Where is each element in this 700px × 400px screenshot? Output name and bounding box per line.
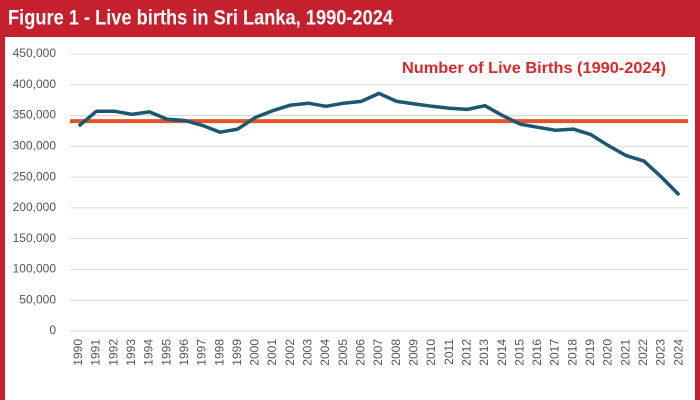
x-tick-label: 1995 bbox=[159, 339, 173, 366]
y-tick-label: 100,000 bbox=[13, 262, 57, 276]
x-tick-label: 2014 bbox=[495, 339, 509, 366]
x-tick-label: 2018 bbox=[565, 339, 579, 366]
x-tick-label: 2010 bbox=[424, 339, 438, 366]
x-tick-label: 2004 bbox=[318, 339, 332, 366]
annotation: Number of Live Births (1990-2024) bbox=[402, 60, 666, 77]
x-tick-label: 2024 bbox=[671, 339, 685, 366]
x-tick-label: 2001 bbox=[265, 339, 279, 366]
y-tick-label: 0 bbox=[49, 323, 56, 337]
x-tick-label: 2009 bbox=[406, 339, 420, 366]
x-tick-label: 2016 bbox=[530, 339, 544, 366]
y-tick-label: 350,000 bbox=[13, 108, 57, 122]
x-tick-label: 1990 bbox=[71, 339, 85, 366]
x-tick-label: 2015 bbox=[512, 339, 526, 366]
x-tick-label: 2023 bbox=[654, 339, 668, 366]
x-tick-label: 2005 bbox=[336, 339, 350, 366]
x-tick-label: 2020 bbox=[601, 339, 615, 366]
x-tick-label: 1991 bbox=[89, 339, 103, 366]
x-tick-label: 2002 bbox=[283, 339, 297, 366]
x-tick-label: 1994 bbox=[142, 339, 156, 366]
chart-title: Figure 1 - Live births in Sri Lanka, 199… bbox=[8, 7, 393, 30]
x-tick-label: 2006 bbox=[354, 339, 368, 366]
panel bbox=[5, 37, 695, 400]
data-line bbox=[77, 91, 681, 197]
x-tick-label: 2012 bbox=[459, 339, 473, 366]
x-tick-label: 2003 bbox=[301, 339, 315, 366]
y-tick-label: 400,000 bbox=[13, 77, 57, 91]
x-tick-label: 2021 bbox=[618, 339, 632, 366]
x-tick-label: 2019 bbox=[583, 339, 597, 366]
x-tick-label: 1999 bbox=[230, 339, 244, 366]
y-tick-label: 450,000 bbox=[13, 46, 57, 60]
x-tick-label: 2000 bbox=[248, 339, 262, 366]
x-tick-label: 2007 bbox=[371, 339, 385, 366]
x-tick-label: 2013 bbox=[477, 339, 491, 366]
y-tick-label: 250,000 bbox=[13, 169, 57, 183]
x-tick-label: 1996 bbox=[177, 339, 191, 366]
x-tick-label: 1997 bbox=[195, 339, 209, 366]
x-tick-label: 2011 bbox=[442, 339, 456, 365]
y-tick-label: 300,000 bbox=[13, 139, 57, 153]
x-tick-label: 1993 bbox=[124, 339, 138, 366]
x-tick-label: 2017 bbox=[548, 339, 562, 366]
y-tick-label: 50,000 bbox=[19, 292, 56, 306]
y-tick-label: 200,000 bbox=[13, 200, 57, 214]
x-tick-label: 1992 bbox=[106, 339, 120, 366]
x-tick-label: 2008 bbox=[389, 339, 403, 366]
x-tick-label: 1998 bbox=[212, 339, 226, 366]
x-tick-label: 2022 bbox=[636, 339, 650, 366]
y-tick-label: 150,000 bbox=[13, 231, 57, 245]
